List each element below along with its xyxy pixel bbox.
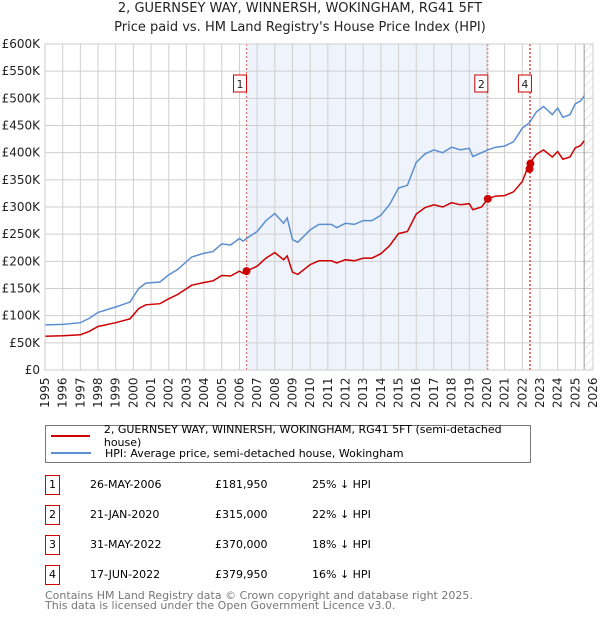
sale-number-badge: 1 bbox=[45, 475, 60, 495]
sale-hpi-diff: 25% ↓ HPI bbox=[312, 478, 371, 491]
y-tick-label: £350K bbox=[2, 173, 42, 187]
footer-copyright: Contains HM Land Registry data © Crown c… bbox=[45, 589, 473, 602]
x-tick-label: 2006 bbox=[232, 377, 246, 408]
x-tick-label: 2025 bbox=[568, 377, 582, 408]
sale-label: 2 bbox=[478, 78, 485, 91]
sale-price: £315,000 bbox=[215, 508, 268, 521]
legend-swatch-blue bbox=[51, 452, 91, 454]
x-tick-label: 1996 bbox=[56, 377, 70, 408]
y-tick-label: £500K bbox=[2, 91, 42, 105]
x-tick-label: 2007 bbox=[250, 377, 264, 408]
x-tick-label: 2000 bbox=[126, 377, 140, 408]
chart-title: 2, GUERNSEY WAY, WINNERSH, WOKINGHAM, RG… bbox=[117, 1, 483, 16]
x-tick-label: 2001 bbox=[144, 377, 158, 408]
legend-item-property: 2, GUERNSEY WAY, WINNERSH, WOKINGHAM, RG… bbox=[46, 423, 530, 449]
x-tick-label: 2013 bbox=[356, 377, 370, 408]
x-tick-label: 2012 bbox=[339, 377, 353, 408]
x-tick-label: 2014 bbox=[374, 377, 388, 408]
x-tick-label: 2011 bbox=[321, 377, 335, 408]
legend-label-hpi: HPI: Average price, semi-detached house,… bbox=[105, 446, 404, 460]
x-tick-label: 2008 bbox=[268, 377, 282, 408]
sale-hpi-diff: 18% ↓ HPI bbox=[312, 538, 371, 551]
sale-price: £370,000 bbox=[215, 538, 268, 551]
x-tick-label: 2005 bbox=[215, 377, 229, 408]
y-tick-label: £0 bbox=[25, 363, 40, 377]
hpi-line bbox=[44, 95, 585, 326]
y-tick-label: £150K bbox=[2, 282, 42, 296]
x-tick-label: 2015 bbox=[392, 377, 406, 408]
sale-hpi-diff: 16% ↓ HPI bbox=[312, 568, 371, 581]
x-tick-label: 2023 bbox=[533, 377, 547, 408]
price-chart: 1995 1996 1997 1998 1999 2000 2001 2002 2003 2004… bbox=[2, 37, 600, 408]
sale-label: 1 bbox=[237, 78, 244, 91]
x-tick-label: 2020 bbox=[480, 377, 494, 408]
y-tick-label: £400K bbox=[2, 146, 42, 160]
x-tick-label: 2002 bbox=[162, 377, 176, 408]
y-tick-label: £550K bbox=[2, 64, 42, 78]
x-tick-label: 2003 bbox=[179, 377, 193, 408]
x-tick-label: 2019 bbox=[462, 377, 476, 408]
x-tick-label: 2010 bbox=[303, 377, 317, 408]
sale-date: 26-MAY-2006 bbox=[90, 478, 162, 491]
x-tick-label: 2016 bbox=[409, 377, 423, 408]
sale-point bbox=[483, 194, 492, 203]
sale-label-box bbox=[474, 74, 489, 93]
sale-date: 31-MAY-2022 bbox=[90, 538, 162, 551]
x-tick-label: 2017 bbox=[427, 377, 441, 408]
x-tick-label: 1998 bbox=[91, 377, 105, 408]
sale-label: 4 bbox=[521, 78, 528, 91]
x-tick-label: 2022 bbox=[515, 377, 529, 408]
legend-item-hpi: HPI: Average price, semi-detached house,… bbox=[46, 445, 404, 461]
sale-number-badge: 3 bbox=[45, 535, 60, 555]
legend-swatch-red bbox=[51, 435, 90, 437]
sale-number-badge: 4 bbox=[45, 565, 60, 585]
y-tick-label: £600K bbox=[2, 37, 42, 51]
x-tick-label: 1995 bbox=[38, 377, 52, 408]
property-price-line bbox=[44, 140, 585, 338]
y-tick-label: £250K bbox=[2, 227, 42, 241]
x-tick-label: 1997 bbox=[73, 377, 87, 408]
sale-hpi-diff: 22% ↓ HPI bbox=[312, 508, 371, 521]
x-tick-label: 1999 bbox=[109, 377, 123, 408]
sale-price: £379,950 bbox=[215, 568, 268, 581]
legend-label-property: 2, GUERNSEY WAY, WINNERSH, WOKINGHAM, RG… bbox=[103, 423, 502, 449]
plot-border bbox=[44, 43, 594, 371]
y-tick-label: £450K bbox=[2, 119, 42, 133]
y-tick-label: £50K bbox=[9, 336, 41, 350]
x-tick-label: 2004 bbox=[197, 377, 211, 408]
x-tick-label: 2021 bbox=[498, 377, 512, 408]
sale-label-box bbox=[233, 74, 248, 93]
sale-number-badge: 2 bbox=[45, 505, 60, 525]
x-tick-label: 2009 bbox=[285, 377, 299, 408]
x-tick-label: 2024 bbox=[551, 377, 565, 408]
y-tick-label: £200K bbox=[2, 254, 42, 268]
x-tick-label: 2026 bbox=[586, 377, 600, 408]
y-tick-label: £100K bbox=[2, 309, 42, 323]
y-tick-label: £300K bbox=[2, 200, 42, 214]
sale-label-box bbox=[517, 74, 532, 93]
chart-subtitle: Price paid vs. HM Land Registry's House … bbox=[114, 20, 486, 35]
legend: 2, GUERNSEY WAY, WINNERSH, WOKINGHAM, RG… bbox=[45, 423, 531, 463]
sale-point bbox=[242, 267, 251, 276]
x-tick-label: 2018 bbox=[445, 377, 459, 408]
footer-licence: This data is licensed under the Open Gov… bbox=[45, 599, 396, 612]
sale-point bbox=[526, 159, 535, 168]
sale-price: £181,950 bbox=[215, 478, 268, 491]
sale-date: 21-JAN-2020 bbox=[90, 508, 160, 521]
sale-date: 17-JUN-2022 bbox=[90, 568, 161, 581]
